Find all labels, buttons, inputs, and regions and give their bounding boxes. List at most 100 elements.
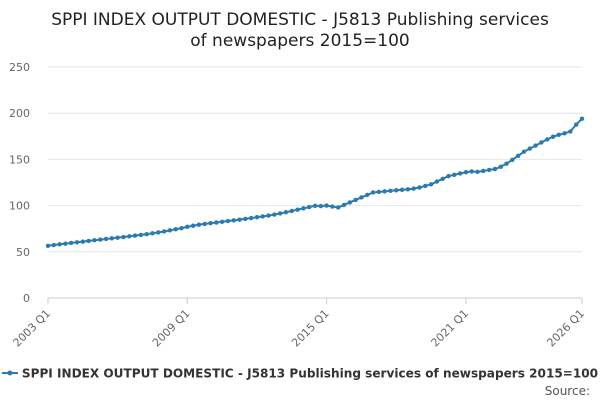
data-point[interactable] [434,179,440,184]
data-point[interactable] [266,213,271,218]
plot-area [45,116,585,248]
data-point[interactable] [237,217,242,222]
data-point[interactable] [556,132,561,138]
data-point[interactable] [98,237,103,242]
x-tick-label: 2026 Q1 [545,307,588,350]
y-tick-label: 50 [16,246,30,259]
data-point[interactable] [80,239,86,244]
data-point[interactable] [394,188,399,193]
data-point[interactable] [208,220,213,226]
data-point[interactable] [69,240,74,246]
data-point[interactable] [336,205,341,210]
data-point[interactable] [579,116,585,121]
data-point[interactable] [382,189,387,194]
data-point[interactable] [179,225,184,231]
data-point[interactable] [144,231,149,237]
data-point[interactable] [324,203,329,208]
data-point[interactable] [138,232,144,238]
data-point[interactable] [115,235,120,240]
data-point[interactable] [492,166,498,172]
data-point[interactable] [103,236,109,242]
data-point[interactable] [417,185,422,190]
data-point[interactable] [161,229,167,234]
data-point[interactable] [272,212,277,217]
data-point[interactable] [423,183,428,189]
data-point[interactable] [539,140,544,145]
data-point[interactable] [568,129,573,134]
data-point[interactable] [202,221,207,227]
data-point[interactable] [359,195,364,200]
data-point[interactable] [446,173,451,179]
legend[interactable]: SPPI INDEX OUTPUT DOMESTIC - J5813 Publi… [1,367,598,381]
data-point[interactable] [51,242,56,248]
data-point[interactable] [574,122,579,127]
data-point[interactable] [231,218,236,223]
y-tick-label: 150 [9,153,30,166]
data-point[interactable] [277,211,283,216]
data-point[interactable] [376,189,382,195]
data-point[interactable] [260,214,265,219]
data-point[interactable] [156,230,161,235]
data-point[interactable] [457,171,463,176]
data-point[interactable] [353,197,358,203]
data-point[interactable] [121,234,126,240]
data-point[interactable] [475,169,480,175]
data-point[interactable] [109,236,115,241]
data-point[interactable] [318,203,323,209]
data-point[interactable] [196,222,202,227]
data-point[interactable] [347,200,353,205]
data-point[interactable] [365,192,370,198]
data-point[interactable] [481,168,486,174]
data-point[interactable] [150,231,155,236]
data-point[interactable] [533,143,538,148]
data-point[interactable] [370,190,376,195]
data-point[interactable] [399,187,405,192]
data-point[interactable] [504,161,509,166]
data-point[interactable] [330,204,335,209]
data-point[interactable] [388,188,393,194]
data-point[interactable] [295,207,300,212]
data-point[interactable] [307,204,312,210]
data-point[interactable] [312,203,318,208]
data-point[interactable] [428,182,434,187]
data-point[interactable] [301,206,306,211]
data-point[interactable] [521,149,527,154]
data-point[interactable] [562,131,567,136]
data-point[interactable] [411,186,416,191]
data-point[interactable] [405,187,411,192]
data-point[interactable] [289,208,294,214]
data-point[interactable] [463,170,469,175]
data-point[interactable] [225,218,231,224]
data-point[interactable] [510,157,515,163]
data-point[interactable] [132,233,138,238]
data-point[interactable] [498,164,503,169]
data-point[interactable] [45,243,51,248]
data-point[interactable] [190,223,196,228]
data-point[interactable] [452,172,457,178]
data-point[interactable] [440,176,445,181]
data-point[interactable] [63,241,68,246]
data-point[interactable] [469,169,474,174]
data-point[interactable] [527,146,532,151]
data-point[interactable] [550,134,556,139]
data-point[interactable] [185,224,190,230]
data-point[interactable] [219,219,225,224]
data-point[interactable] [86,238,91,244]
data-point[interactable] [74,240,80,245]
data-point[interactable] [248,215,254,221]
x-tick-label: 2015 Q1 [289,307,332,350]
data-point[interactable] [283,210,289,215]
data-point[interactable] [214,220,219,225]
data-point[interactable] [127,234,132,239]
data-point[interactable] [243,216,248,222]
data-point[interactable] [57,242,62,247]
data-point[interactable] [173,227,178,232]
data-point[interactable] [92,238,97,243]
legend-series-label: SPPI INDEX OUTPUT DOMESTIC - J5813 Publi… [22,367,598,381]
data-point[interactable] [341,202,347,208]
data-point[interactable] [486,167,492,173]
data-point[interactable] [544,137,550,142]
data-point[interactable] [254,215,260,220]
data-point[interactable] [515,153,521,158]
data-point[interactable] [167,228,173,233]
